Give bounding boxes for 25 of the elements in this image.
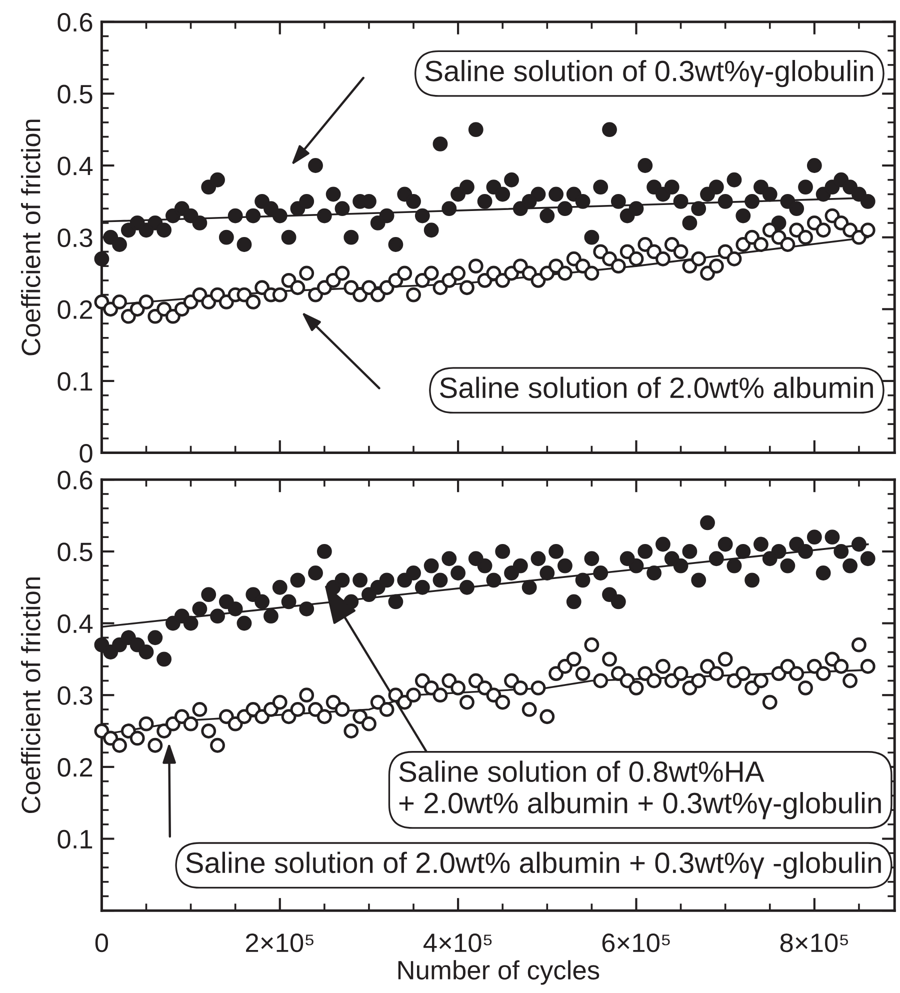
annotation: Saline solution of 2.0wt% albumin + 0.3wt%γ -globulin [186,852,881,879]
y-tick-label: 0.4 [58,614,93,634]
x-tick-label: 4×10⁵ [423,934,492,952]
y-tick-label: 0 [80,444,92,463]
x-tick-label: 2×10⁵ [246,934,314,952]
y-tick-label: 0.6 [58,470,92,490]
y-axis-title: Coefficient of friction [20,578,40,814]
y-tick-label: 0.3 [58,228,92,248]
y-tick-label: 0.5 [58,542,92,562]
y-axis-title: Coefficient of friction [20,120,40,356]
y-tick-label: 0.1 [58,830,92,849]
y-tick-label: 0.2 [58,300,92,319]
x-axis-title: Number of cycles [398,960,600,985]
annotation: Saline solution of 2.0wt% albumin [440,376,873,398]
y-tick-label: 0.2 [58,758,92,777]
y-tick-label: 0.3 [58,686,92,705]
y-tick-label: 0.6 [58,12,92,32]
y-tick-label: 0.4 [58,156,93,176]
x-tick-label: 0 [95,934,108,952]
x-tick-label: 8×10⁵ [780,934,848,952]
y-tick-label: 0.1 [58,372,92,391]
y-tick-label: 0.5 [58,84,92,104]
x-tick-label: 6×10⁵ [602,934,670,952]
annotation: Saline solution of 0.8wt%HA + 2.0wt% albumin + 0.3wt%γ-globulin [399,760,881,820]
annotation: Saline solution of 0.3wt%γ-globulin [425,60,873,88]
